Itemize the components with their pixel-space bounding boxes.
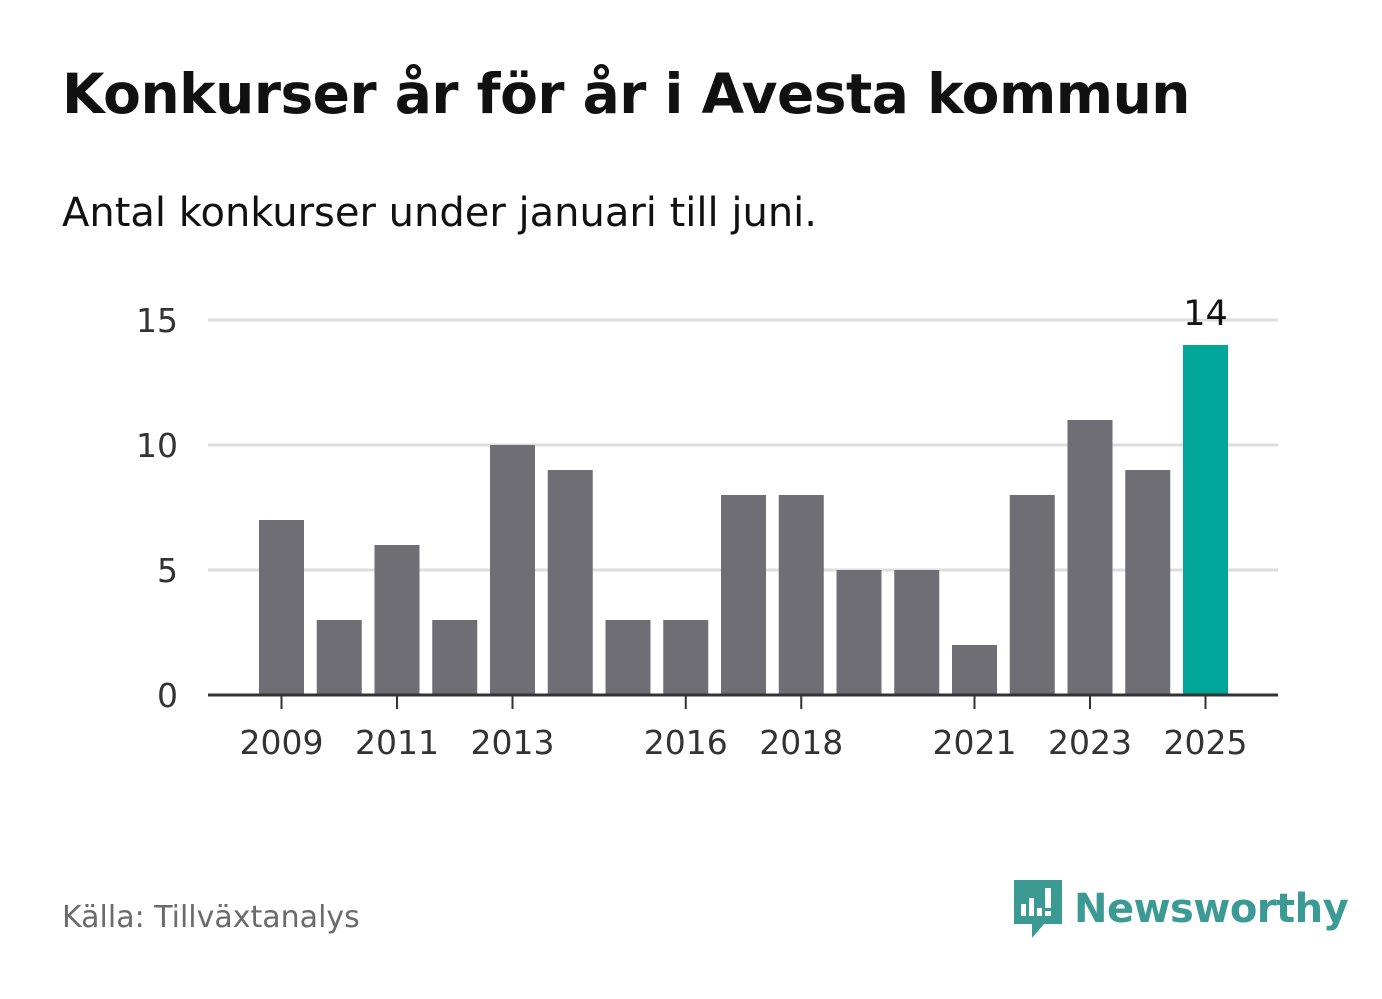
chart-title: Konkurser år för år i Avesta kommun: [62, 62, 1190, 126]
bar-2020: [894, 570, 940, 695]
x-tick-label: 2009: [240, 723, 324, 762]
x-tick-label: 2023: [1048, 723, 1132, 762]
x-tick-label: 2025: [1164, 723, 1248, 762]
bar-2009: [259, 520, 304, 695]
bar-2013: [490, 445, 535, 695]
bar-2025: [1183, 345, 1228, 695]
x-tick-label: 2011: [355, 723, 439, 762]
bar-2022: [1009, 495, 1055, 695]
x-tick-label: 2013: [471, 723, 555, 762]
bar-2017: [721, 495, 766, 695]
newsworthy-logo-icon: [1014, 880, 1062, 938]
bar-2024: [1125, 470, 1171, 695]
x-tick-label: 2018: [759, 723, 843, 762]
x-tick-label: 2016: [644, 723, 728, 762]
bar-2015: [605, 620, 651, 695]
bar-2010: [316, 620, 362, 695]
bar-2019: [836, 570, 882, 695]
y-tick-label: 15: [136, 301, 178, 340]
bar-2021: [952, 645, 997, 695]
x-tick-label: 2021: [933, 723, 1017, 762]
bar-2023: [1067, 420, 1113, 695]
bar-2014: [547, 470, 593, 695]
bar-2016: [663, 620, 709, 695]
bar-2012: [432, 620, 478, 695]
data-label-2025: 14: [1183, 294, 1228, 334]
y-tick-label: 5: [157, 551, 178, 590]
data-labels: 14: [1183, 294, 1228, 334]
source-note: Källa: Tillväxtanalys: [62, 900, 360, 935]
y-tick-label: 0: [157, 676, 178, 715]
bars: [259, 345, 1228, 695]
brand-logo: Newsworthy: [1012, 878, 1349, 940]
y-tick-label: 10: [136, 426, 178, 465]
chart-subtitle: Antal konkurser under januari till juni.: [62, 190, 817, 236]
bar-2018: [778, 495, 824, 695]
bar-2011: [374, 545, 420, 695]
brand-name: Newsworthy: [1074, 886, 1349, 932]
x-axis: 2009 2011 2013 2016 2018 2021 2023 2025: [208, 693, 1278, 762]
